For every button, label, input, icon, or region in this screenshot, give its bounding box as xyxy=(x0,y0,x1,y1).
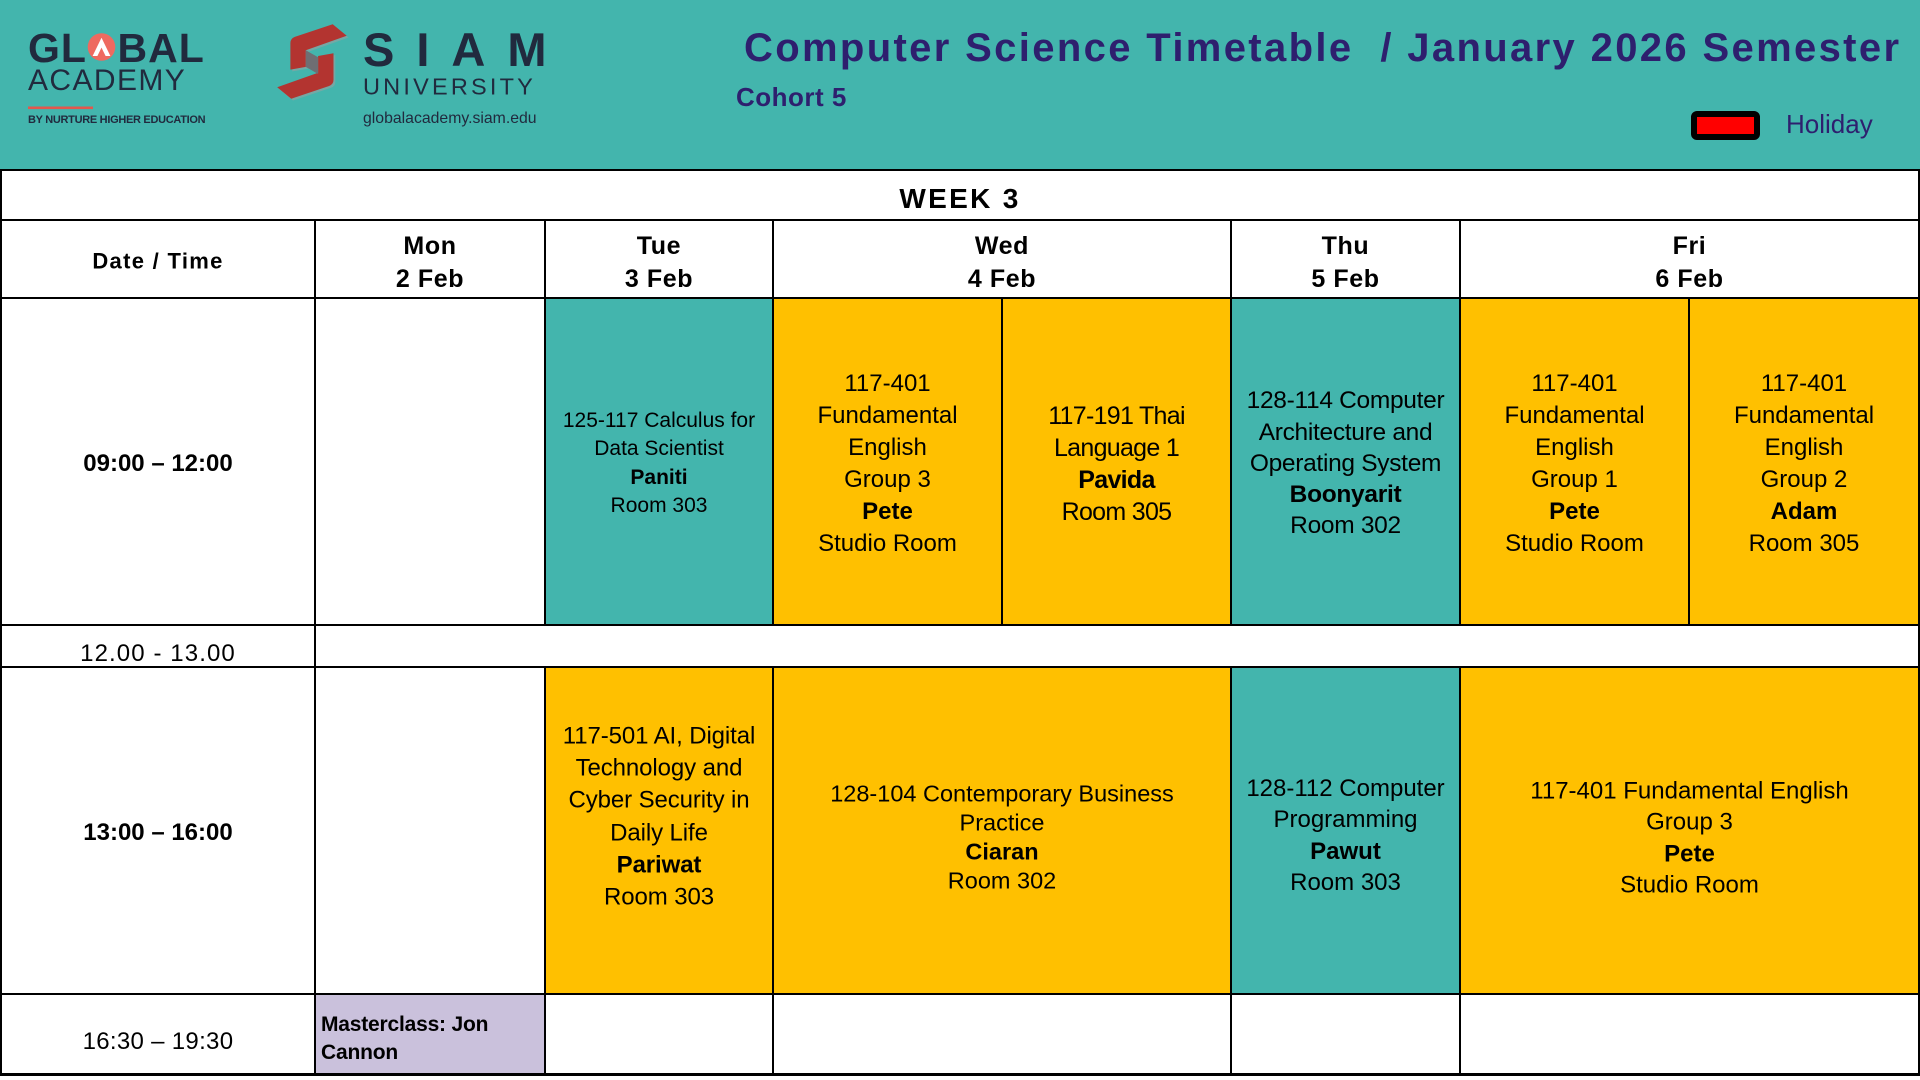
svg-text:BY NURTURE HIGHER EDUCATION: BY NURTURE HIGHER EDUCATION xyxy=(28,114,206,126)
svg-text:BAL: BAL xyxy=(118,25,205,71)
svg-text:ACADEMY: ACADEMY xyxy=(28,64,186,97)
svg-text:SIAM: SIAM xyxy=(363,23,560,76)
svg-text:UNIVERSITY: UNIVERSITY xyxy=(363,74,536,100)
svg-text:GL: GL xyxy=(28,25,87,71)
svg-text:globalacademy.siam.edu: globalacademy.siam.edu xyxy=(363,110,537,127)
